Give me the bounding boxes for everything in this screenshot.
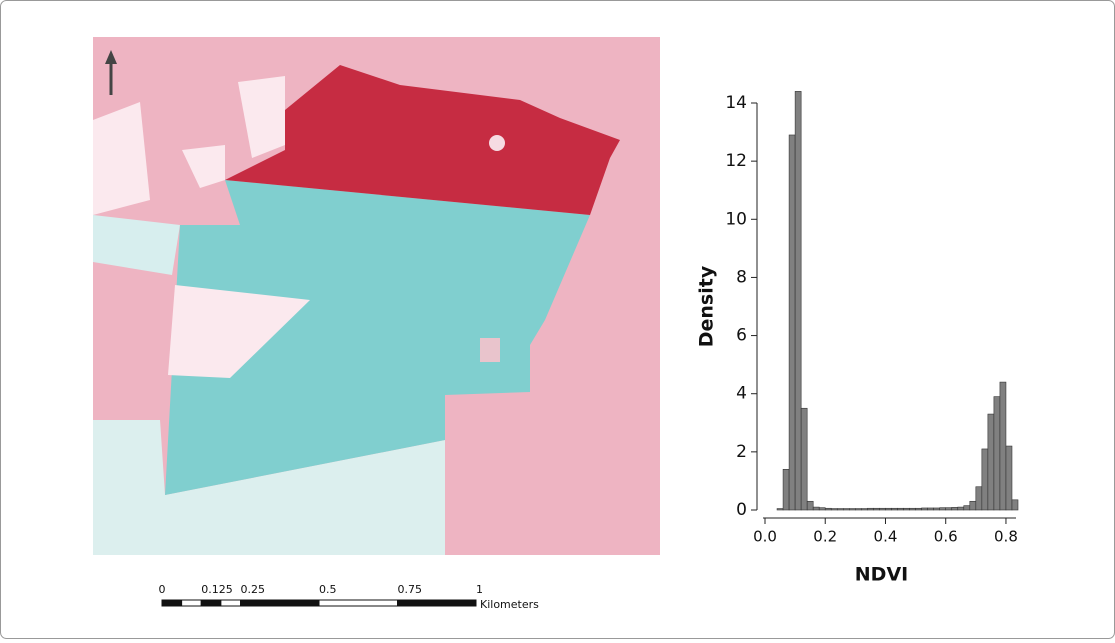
bar xyxy=(934,508,940,510)
bar xyxy=(898,508,904,510)
scale-label: 0.25 xyxy=(241,583,266,596)
bar xyxy=(1000,382,1006,510)
bar xyxy=(946,508,952,510)
y-tick-label: 2 xyxy=(736,442,747,462)
bar xyxy=(807,501,813,510)
bar xyxy=(904,508,910,510)
y-axis-label: Density xyxy=(696,265,718,347)
bar xyxy=(783,469,789,510)
bar xyxy=(952,507,958,510)
bar xyxy=(855,509,861,510)
scale-unit: Kilometers xyxy=(480,598,539,611)
figure: 0 0.125 0.25 0.5 0.75 1 Kilometers 0.0 0.2 0.4 0.… xyxy=(0,0,1115,639)
scale-segment xyxy=(221,600,241,606)
x-axis-label: NDVI xyxy=(855,564,908,586)
y-tick-label: 10 xyxy=(725,209,747,229)
bar xyxy=(994,397,1000,510)
scale-segment xyxy=(162,600,182,606)
x-tick-label: 0.0 xyxy=(753,528,777,546)
scale-segment xyxy=(201,600,221,606)
bar xyxy=(964,506,970,510)
bar xyxy=(988,414,994,510)
bar xyxy=(885,508,891,510)
bar xyxy=(819,508,825,510)
y-tick-label: 12 xyxy=(725,151,747,171)
bar xyxy=(940,508,946,510)
bar xyxy=(958,507,964,510)
bar xyxy=(873,508,879,510)
scale-label: 0.5 xyxy=(319,583,337,596)
x-tick-label: 0.2 xyxy=(813,528,837,546)
bar xyxy=(795,91,801,510)
bar xyxy=(879,508,885,510)
bar xyxy=(789,135,795,510)
bar xyxy=(777,509,783,510)
y-tick-label: 8 xyxy=(736,267,747,287)
x-tick-label: 0.8 xyxy=(994,528,1018,546)
bar xyxy=(970,501,976,510)
y-tick-label: 14 xyxy=(725,93,747,113)
bar xyxy=(831,509,837,510)
scale-label: 0 xyxy=(159,583,166,596)
x-tick-label: 0.6 xyxy=(934,528,958,546)
satellite-map xyxy=(93,37,660,555)
x-tick-label: 0.4 xyxy=(874,528,898,546)
bar xyxy=(916,508,922,510)
bar xyxy=(813,507,819,510)
y-tick-label: 0 xyxy=(736,500,747,520)
scale-segment xyxy=(398,600,477,606)
bar xyxy=(976,487,982,510)
bar xyxy=(843,509,849,510)
bar xyxy=(825,508,831,510)
scale-segment xyxy=(182,600,202,606)
bar xyxy=(801,408,807,510)
y-tick-label: 4 xyxy=(736,384,747,404)
bar xyxy=(867,508,873,510)
bar xyxy=(928,508,934,510)
scale-segment xyxy=(241,600,320,606)
scale-label: 0.75 xyxy=(398,583,423,596)
scale-segment xyxy=(319,600,398,606)
bar xyxy=(982,449,988,510)
bar xyxy=(849,509,855,510)
bar xyxy=(837,509,843,510)
bar xyxy=(1012,500,1018,510)
bar xyxy=(861,509,867,510)
bar xyxy=(922,508,928,510)
y-tick-label: 6 xyxy=(736,326,747,346)
scale-label: 1 xyxy=(476,583,483,596)
bar xyxy=(892,508,898,510)
bar xyxy=(910,508,916,510)
scale-label: 0.125 xyxy=(201,583,233,596)
bar xyxy=(1006,446,1012,510)
